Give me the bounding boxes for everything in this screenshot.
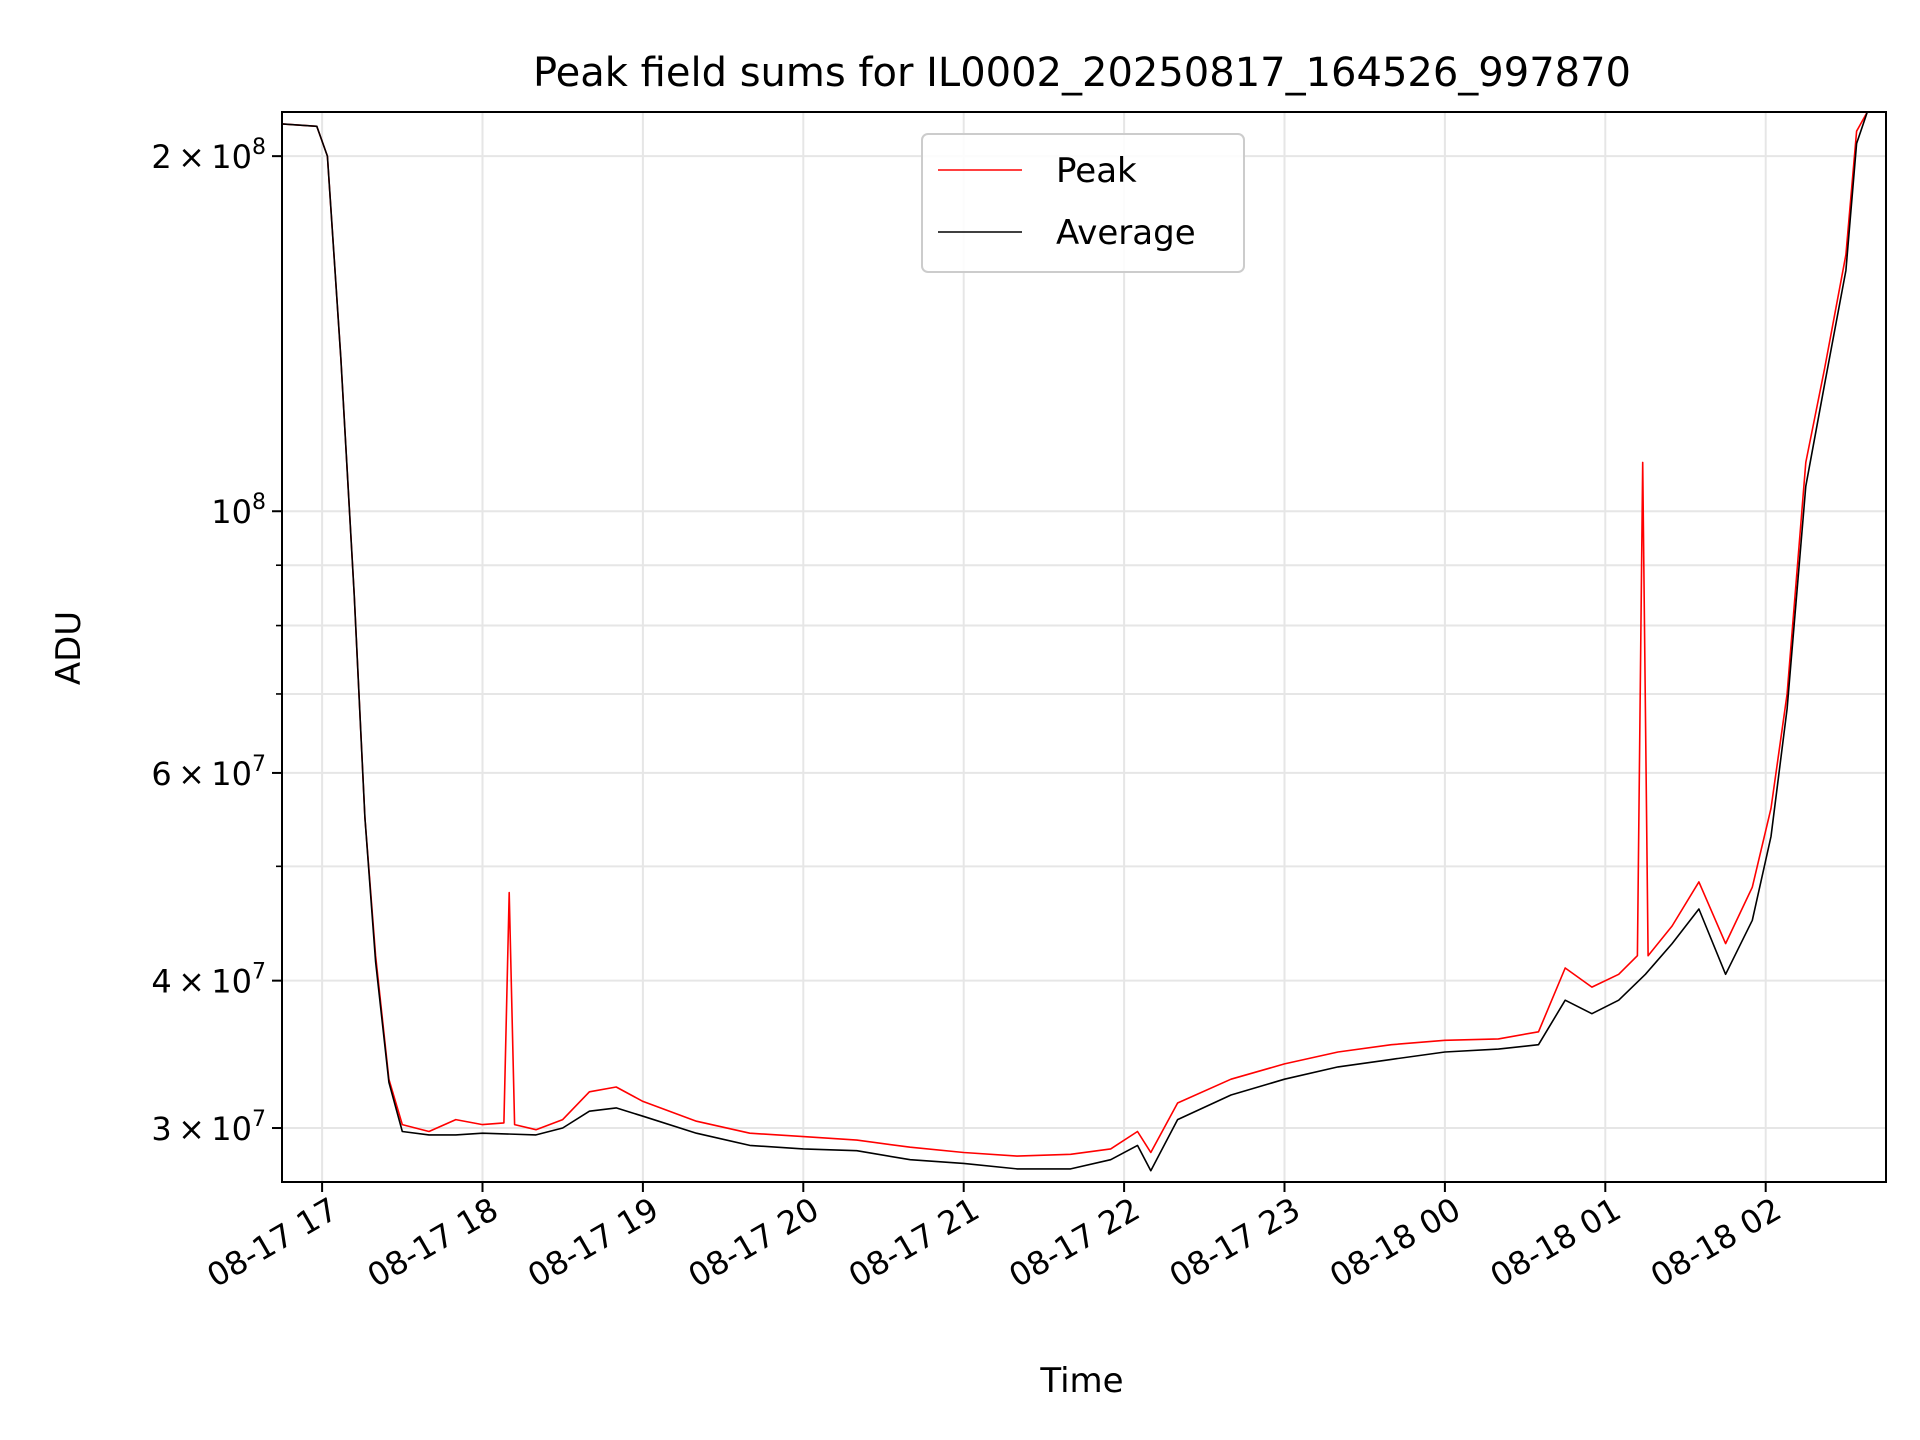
plot-area-frame <box>281 111 1887 1183</box>
grid-lines <box>282 112 1886 1182</box>
x-axis-label: Time <box>1039 1361 1123 1401</box>
legend-box <box>921 133 1245 273</box>
legend: Peak Average <box>921 133 1245 273</box>
chart-title: Peak field sums for IL0002_20250817_1645… <box>533 50 1631 96</box>
y-axis-label: ADU <box>49 611 89 685</box>
y-axis-ticks: 3 × 107 4 × 107 6 × 107 108 2 × 108 <box>151 135 282 1148</box>
y-tick-label: 4 × 107 <box>151 960 266 1001</box>
y-tick-label: 3 × 107 <box>151 1107 266 1148</box>
series-line-peak <box>282 112 1868 1157</box>
legend-label-average: Average <box>1056 213 1196 253</box>
y-tick-label: 6 × 107 <box>151 752 266 793</box>
series-layer <box>282 112 1869 1172</box>
legend-label-peak: Peak <box>1056 151 1137 191</box>
series-line-average <box>282 112 1869 1172</box>
y-tick-label: 108 <box>211 490 266 531</box>
y-tick-label: 2 × 108 <box>151 135 266 176</box>
